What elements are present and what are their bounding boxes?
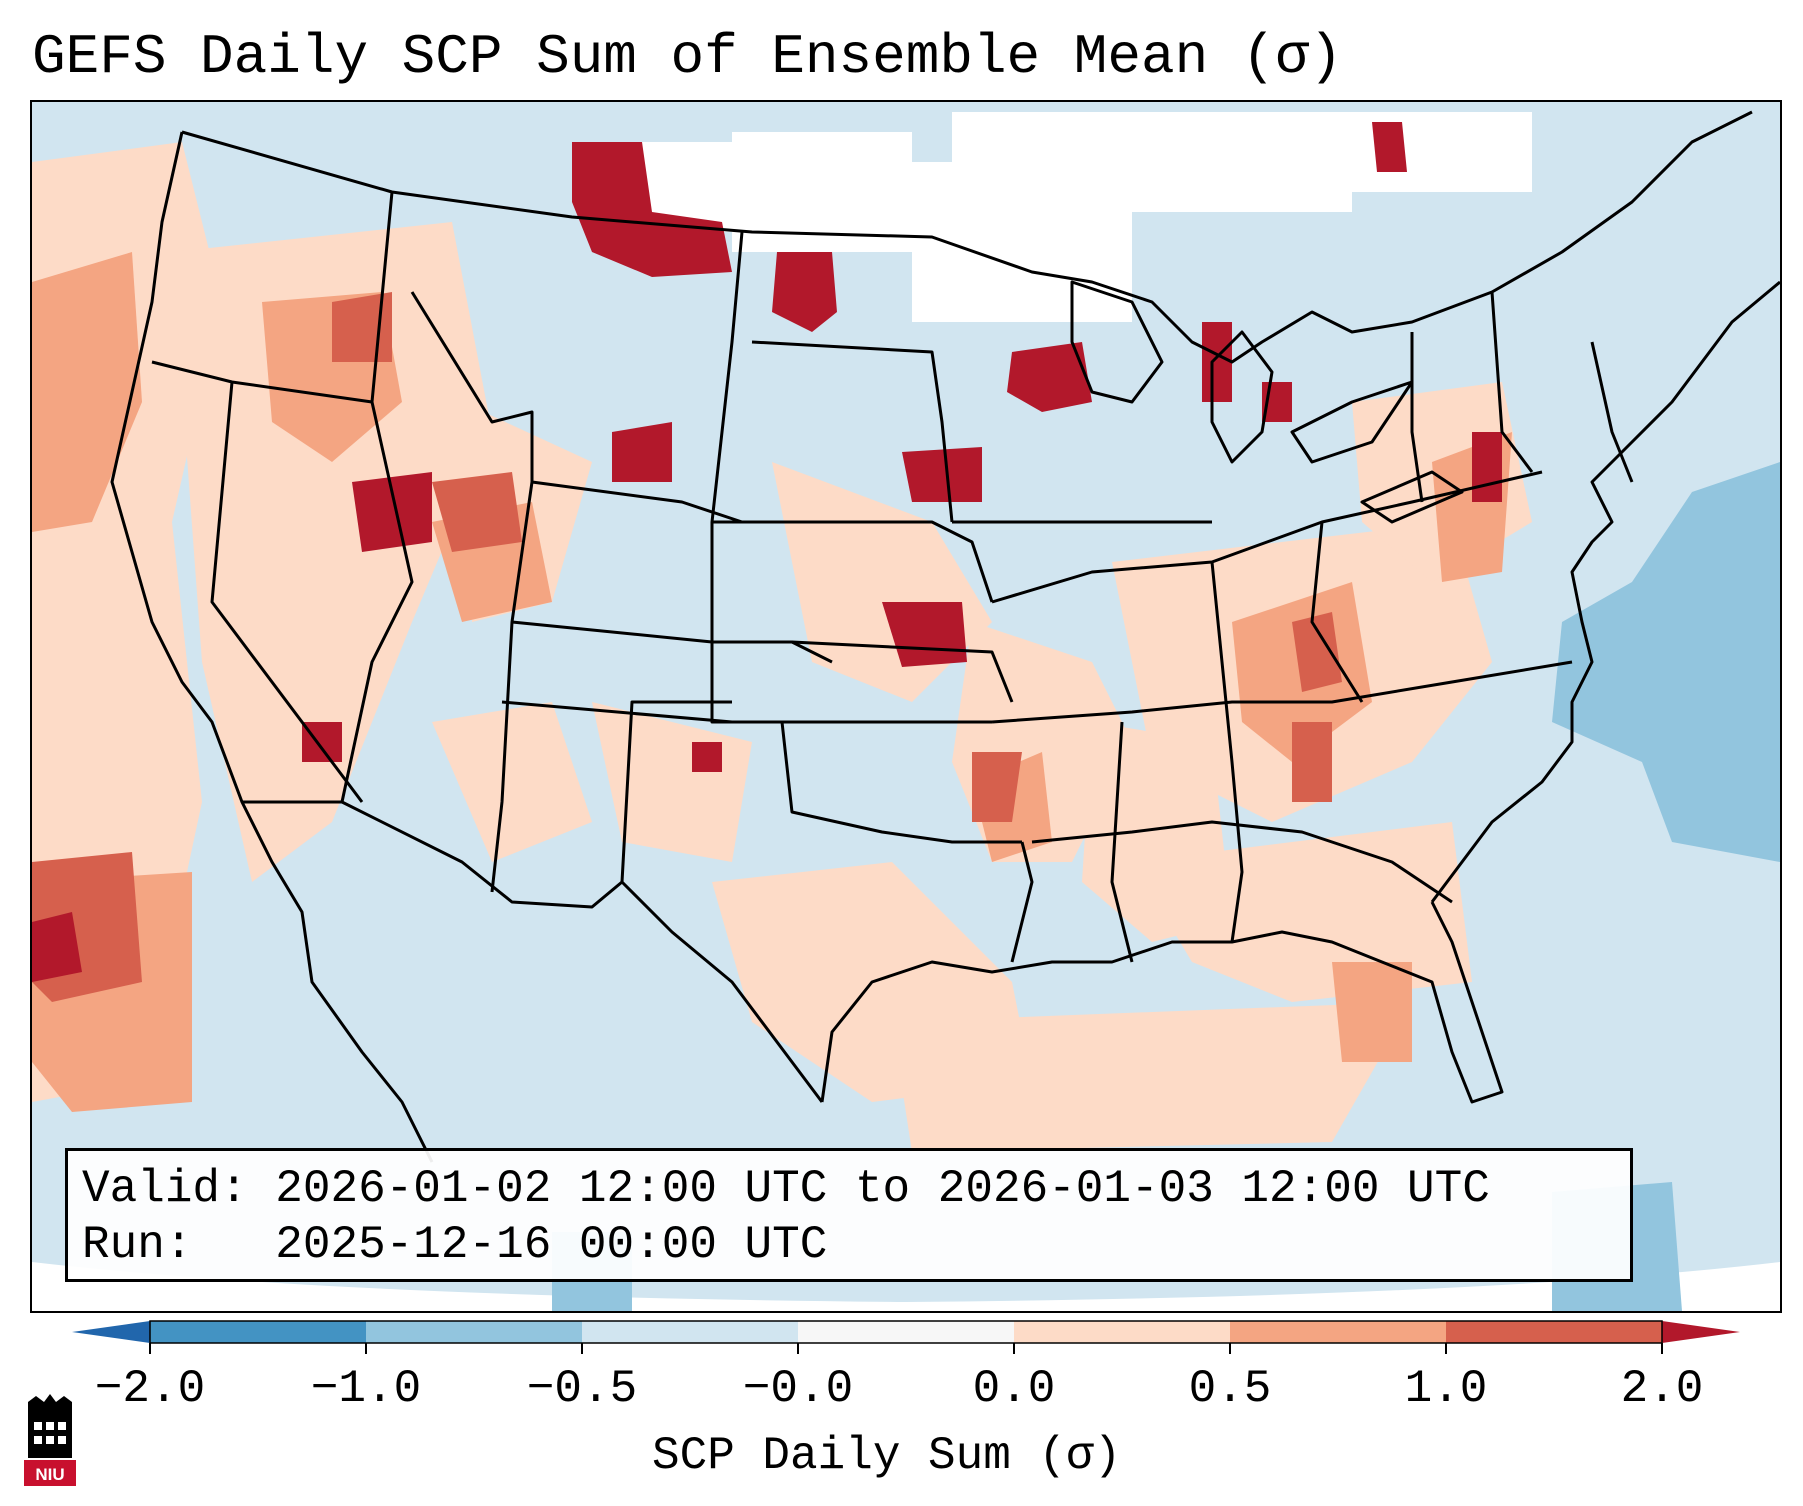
missing-data-patches [592, 112, 1532, 322]
colorbar-bin [1014, 1321, 1231, 1343]
colorbar [72, 1320, 1740, 1354]
colorbar-tick-label: −2.0 [94, 1363, 206, 1415]
colorbar-bin [150, 1321, 367, 1343]
colorbar-tick-label: 1.0 [1404, 1363, 1488, 1415]
colorbar-outline [149, 1320, 1663, 1344]
colorbar-tick-label: −0.5 [526, 1363, 638, 1415]
colorbar-bin [798, 1321, 1015, 1343]
domain-edge [32, 1262, 1780, 1311]
colorbar-tick-label: 2.0 [1620, 1363, 1704, 1415]
colorbar-over-arrow [1662, 1321, 1740, 1343]
map-panel [30, 100, 1782, 1313]
colorbar-under-arrow [72, 1321, 150, 1343]
run-value: 2025-12-16 00:00 UTC [275, 1219, 828, 1271]
colorbar-tick-label: 0.0 [972, 1363, 1056, 1415]
colorbar-tick-label: 0.5 [1188, 1363, 1272, 1415]
boundary-lines [110, 110, 1780, 1163]
colorbar-tick-label: −1.0 [310, 1363, 422, 1415]
anomaly-high-positive [32, 292, 1342, 1002]
colorbar-bin [366, 1321, 583, 1343]
colorbar-bins [150, 1321, 1663, 1343]
page-title: GEFS Daily SCP Sum of Ensemble Mean (σ) [32, 25, 1343, 89]
logo-text: NIU [35, 1465, 64, 1484]
colorbar-tick-label: −0.0 [742, 1363, 854, 1415]
colorbar-label: SCP Daily Sum (σ) [652, 1430, 1122, 1482]
colorbar-bin [1230, 1321, 1447, 1343]
colorbar-ticks [149, 1343, 1663, 1354]
validity-info-box: Valid: 2026-01-02 12:00 UTC to 2026-01-0… [65, 1148, 1633, 1282]
map-canvas [32, 102, 1780, 1311]
niu-logo: NIU [22, 1392, 78, 1488]
valid-value: 2026-01-02 12:00 UTC to 2026-01-03 12:00… [275, 1163, 1490, 1215]
run-label: Run: [82, 1219, 193, 1271]
colorbar-bin [582, 1321, 799, 1343]
colorbar-bin [1446, 1321, 1663, 1343]
valid-label: Valid: [82, 1163, 248, 1215]
anomaly-extreme-positive [32, 122, 1502, 982]
